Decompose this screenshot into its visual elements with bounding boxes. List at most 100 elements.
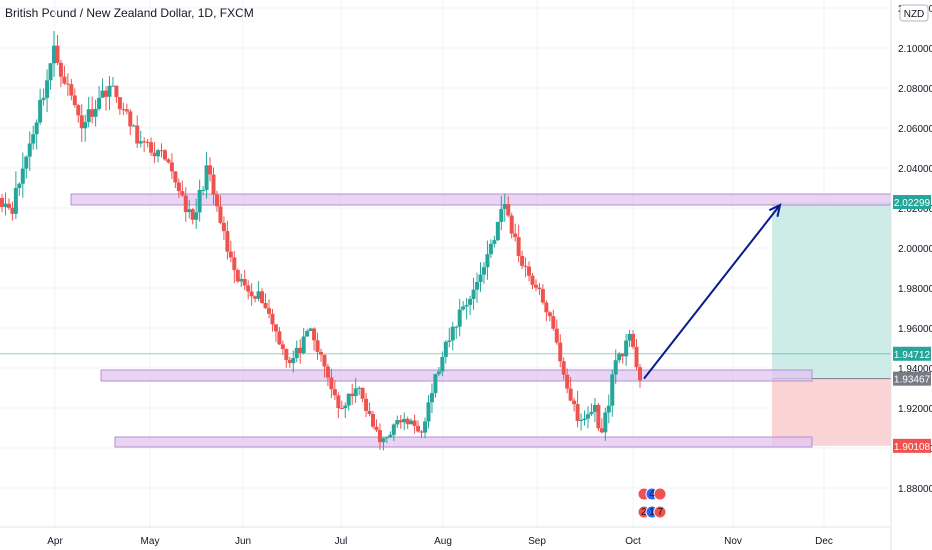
candle xyxy=(294,340,299,363)
candle-body xyxy=(523,265,528,267)
candle xyxy=(90,96,95,124)
candle xyxy=(405,416,410,429)
price-tags: 2.02299 1.94712 1.93467 1.90108 xyxy=(893,195,931,453)
candle xyxy=(256,281,261,302)
candle xyxy=(97,86,102,111)
candle-body xyxy=(617,353,622,361)
candle xyxy=(596,402,601,432)
candle xyxy=(249,283,254,306)
candle-body xyxy=(301,336,306,354)
candle xyxy=(603,407,608,441)
candle-body xyxy=(159,150,164,152)
candle xyxy=(298,339,303,364)
candle xyxy=(568,376,573,402)
candle xyxy=(346,393,351,411)
target-price-tag: 2.02299 xyxy=(893,195,931,210)
candle-body xyxy=(402,418,407,423)
candle xyxy=(377,423,382,450)
candle-body xyxy=(20,168,25,184)
candle xyxy=(547,311,552,322)
candle xyxy=(246,280,251,300)
candle xyxy=(332,380,337,400)
candle xyxy=(533,279,538,292)
candle xyxy=(69,78,74,101)
candle-body xyxy=(436,371,441,375)
y-tick-label: 2.02000 xyxy=(898,204,932,215)
candle xyxy=(492,235,497,248)
candle-body xyxy=(298,347,303,354)
candle-body xyxy=(495,221,500,241)
candle-body xyxy=(194,212,199,220)
candle xyxy=(575,390,580,428)
economic-events[interactable]: 4 2 1 7 xyxy=(637,487,667,519)
candle-body xyxy=(266,308,271,314)
candle xyxy=(433,373,438,398)
candle xyxy=(509,212,514,239)
candle-body xyxy=(90,109,95,117)
candle-body xyxy=(457,309,462,327)
zones[interactable] xyxy=(70,193,892,448)
candle-body xyxy=(291,358,296,364)
candle xyxy=(374,419,379,433)
projection-arrow[interactable] xyxy=(643,203,782,380)
candle xyxy=(419,430,424,439)
candle xyxy=(319,348,323,362)
candle xyxy=(27,131,32,172)
candle xyxy=(100,78,105,99)
candle-body xyxy=(34,122,39,135)
candle-body xyxy=(138,141,143,144)
candle xyxy=(495,221,500,242)
candle xyxy=(291,350,296,373)
candle xyxy=(631,330,636,350)
candle xyxy=(221,216,226,240)
event-label: 2 1 7 xyxy=(641,507,664,518)
candle xyxy=(537,283,542,296)
zone-rect xyxy=(100,369,813,382)
candle-body xyxy=(530,275,535,285)
candle xyxy=(523,257,528,278)
position-tool[interactable] xyxy=(772,202,891,446)
candle-body xyxy=(24,156,29,169)
candle xyxy=(76,103,81,123)
candle-body xyxy=(41,97,46,100)
candle-body xyxy=(294,347,299,359)
candle xyxy=(572,397,577,412)
candle-body xyxy=(478,274,483,283)
candle xyxy=(454,325,459,339)
candle-body xyxy=(239,279,244,282)
candle-body xyxy=(128,111,133,127)
candle-body xyxy=(520,256,525,266)
last-price-tag-label: 1.94712 xyxy=(894,350,931,361)
candle-body xyxy=(232,257,237,271)
candle-body xyxy=(256,291,261,299)
candle-body xyxy=(488,243,493,255)
candle xyxy=(58,59,63,88)
candle-body xyxy=(527,266,532,276)
candle xyxy=(260,288,265,304)
candle xyxy=(592,397,597,423)
candle-body xyxy=(447,340,452,342)
candle xyxy=(162,149,167,161)
currency-badge[interactable]: NZD xyxy=(899,4,929,22)
target-price-tag-label: 2.02299 xyxy=(894,198,931,209)
candle xyxy=(471,277,476,310)
candle xyxy=(599,418,604,434)
candle-body xyxy=(391,424,396,435)
candle-body xyxy=(509,215,514,234)
candle-body xyxy=(62,76,67,84)
candle-body xyxy=(443,341,448,357)
candle xyxy=(114,85,119,103)
candle-body xyxy=(596,404,601,429)
candle-body xyxy=(537,287,542,290)
candle xyxy=(218,195,223,225)
event-marker: 4 xyxy=(637,487,667,501)
y-tick-label: 1.96000 xyxy=(898,324,932,335)
candle-body xyxy=(419,431,424,433)
candle-body xyxy=(377,430,382,443)
candle xyxy=(277,326,282,346)
candle xyxy=(520,250,525,269)
candle-body xyxy=(156,150,161,157)
candle xyxy=(65,73,70,97)
candle-body xyxy=(544,302,549,313)
